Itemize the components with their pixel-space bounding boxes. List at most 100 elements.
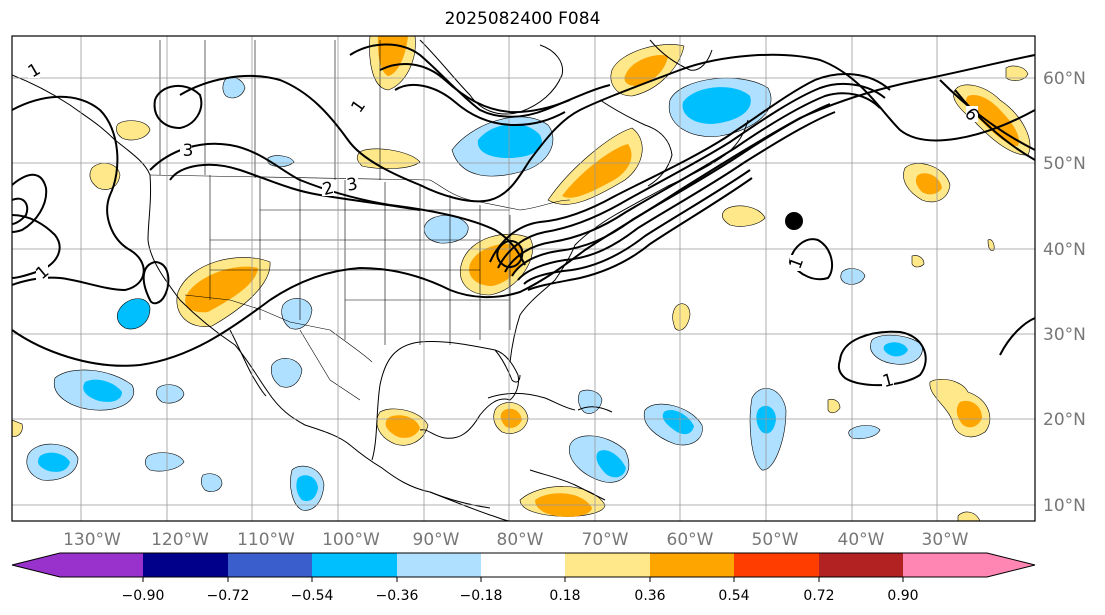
colorbar-tick-label: 0.36: [634, 588, 665, 604]
contour-line: [179, 53, 1035, 203]
colorbar-bin: [143, 553, 228, 577]
negative-anomaly-core: [883, 342, 908, 357]
positive-anomaly-core: [956, 400, 982, 428]
positive-anomaly-core: [185, 266, 258, 313]
positive-anomaly-core: [500, 408, 522, 428]
colorbar-tick-label: −0.90: [122, 588, 165, 604]
colorbar-tick-label: −0.54: [291, 588, 334, 604]
contour-line: [497, 82, 886, 269]
shaded-field-layer: [12, 36, 1031, 521]
positive-anomaly-region: [721, 205, 766, 227]
positive-anomaly-region: [116, 120, 151, 141]
colorbar: [11, 552, 1036, 582]
negative-anomaly-core: [83, 379, 122, 402]
lon-label: 110°W: [237, 530, 295, 550]
negative-anomaly-region: [116, 298, 151, 330]
colorbar-tick-label: −0.36: [376, 588, 419, 604]
contour-label-layer: 1 1 2 3 3 1 1 1 6: [25, 59, 983, 392]
colorbar-bin: [228, 553, 312, 577]
contour-layer: [12, 43, 1035, 387]
contour-line: [504, 92, 881, 273]
labrador-coastline: [599, 99, 673, 187]
colorbar-tick-label: −0.18: [460, 588, 503, 604]
negative-anomaly-region: [156, 384, 185, 404]
greenland-coastline: [649, 39, 713, 71]
negative-anomaly-region: [144, 452, 185, 472]
contour-label: 3: [183, 141, 194, 161]
contour-line: [999, 317, 1035, 356]
contour-line: [527, 177, 753, 291]
map-frame: [11, 35, 1036, 522]
contour-line: [489, 73, 891, 263]
positive-anomaly-region: [987, 239, 995, 251]
negative-anomaly-region: [423, 215, 469, 244]
colorbar-bin: [819, 553, 903, 577]
lat-label: 30°N: [1043, 325, 1086, 345]
colorbar-tick-label: 0.54: [718, 588, 749, 604]
negative-anomaly-core: [477, 124, 542, 158]
contour-line: [12, 214, 61, 279]
contour-line: [511, 103, 831, 277]
positive-anomaly-core: [562, 144, 632, 198]
colorbar-outline: [11, 552, 1036, 578]
lat-label: 20°N: [1043, 410, 1086, 430]
contour-label: 1: [880, 370, 896, 392]
negative-anomaly-core: [662, 409, 694, 435]
contour-line: [142, 260, 170, 305]
lon-label: 90°W: [413, 530, 460, 550]
lon-label: 70°W: [582, 530, 629, 550]
positive-anomaly-region: [356, 148, 421, 169]
coastline-layer: [12, 39, 749, 521]
colorbar-over-extend: [987, 553, 1035, 577]
negative-anomaly-core: [682, 87, 751, 124]
colorbar-bin: [312, 553, 397, 577]
lat-label: 60°N: [1043, 69, 1086, 89]
lon-label: 30°W: [922, 530, 969, 550]
lat-label: 40°N: [1043, 240, 1086, 260]
contour-label: 2: [320, 178, 336, 200]
positive-anomaly-core: [915, 173, 942, 195]
lon-label: 80°W: [497, 530, 544, 550]
florida-coastline: [494, 349, 521, 383]
cuba-coastline: [487, 393, 576, 411]
lon-label: 60°W: [667, 530, 714, 550]
colorbar-bin: [481, 553, 565, 577]
colorbar-bin: [650, 553, 734, 577]
north-america-coastline: [12, 74, 511, 521]
colorbar-under-extend: [12, 553, 60, 577]
marker-dot: [785, 212, 803, 230]
mexico-states: [299, 329, 361, 401]
contour-line: [153, 85, 203, 130]
colorbar-tick-label: −0.72: [207, 588, 250, 604]
contour-line: [939, 79, 1035, 151]
lat-label: 50°N: [1043, 154, 1086, 174]
lon-label: 100°W: [322, 530, 380, 550]
negative-anomaly-region: [840, 268, 866, 285]
positive-anomaly-region: [911, 255, 925, 268]
colorbar-tick-label: 0.90: [887, 588, 918, 604]
lon-label: 120°W: [151, 530, 209, 550]
map-title: 2025082400 F084: [444, 9, 601, 29]
gulf-coastline: [371, 341, 519, 461]
contour-line: [12, 173, 48, 233]
contour-line: [837, 330, 927, 387]
contour-line: [788, 238, 834, 281]
colorbar-bin: [60, 553, 143, 577]
contour-line: [149, 142, 526, 266]
contour-line: [169, 163, 421, 211]
negative-anomaly-region: [270, 358, 303, 388]
colorbar-bin: [565, 553, 650, 577]
lon-label: 40°W: [838, 530, 885, 550]
colorbar-bin: [397, 553, 481, 577]
negative-anomaly-core: [596, 450, 626, 478]
contour-line: [394, 83, 566, 127]
contour-line: [379, 63, 571, 114]
contour-line: [954, 89, 1035, 161]
positive-anomaly-region: [827, 398, 841, 414]
negative-anomaly-region: [200, 473, 223, 492]
contour-line: [12, 54, 1035, 367]
colorbar-bin: [734, 553, 819, 577]
positive-anomaly-region: [672, 303, 691, 331]
colorbar-tick-label: 0.72: [803, 588, 834, 604]
